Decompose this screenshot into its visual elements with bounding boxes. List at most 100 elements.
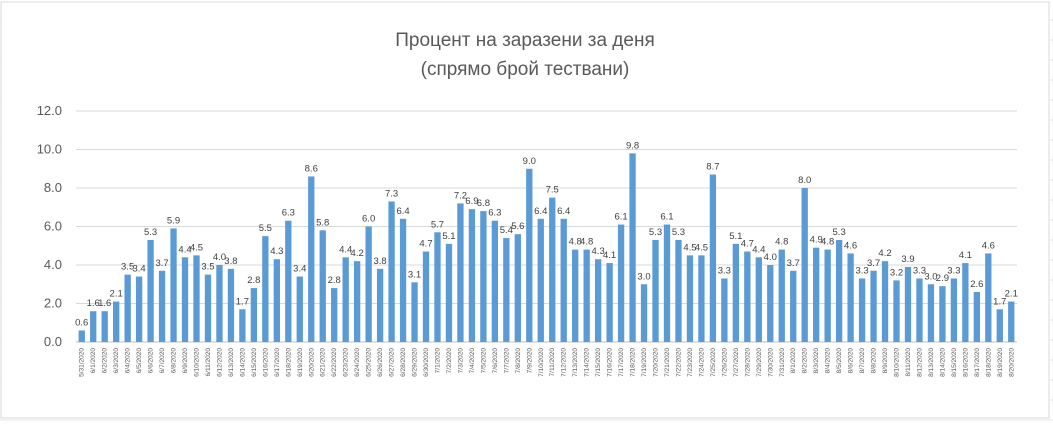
- bar[interactable]: [973, 291, 980, 342]
- x-tick-label: 7/11/2020: [549, 348, 556, 377]
- bar[interactable]: [90, 311, 97, 342]
- bar[interactable]: [755, 257, 762, 342]
- bar[interactable]: [698, 255, 705, 342]
- y-tick-label: 6.0: [44, 219, 62, 234]
- data-label: 4.5: [695, 242, 708, 253]
- bar[interactable]: [549, 197, 556, 342]
- bar[interactable]: [480, 211, 487, 342]
- bar[interactable]: [870, 270, 877, 342]
- bar[interactable]: [308, 176, 315, 342]
- bar[interactable]: [342, 257, 349, 342]
- bar[interactable]: [721, 278, 728, 342]
- bar[interactable]: [239, 309, 246, 342]
- bar[interactable]: [113, 301, 120, 342]
- bar[interactable]: [491, 220, 499, 342]
- x-tick-label: 6/22/2020: [331, 348, 338, 377]
- bar[interactable]: [606, 263, 613, 342]
- bar[interactable]: [744, 251, 751, 342]
- bar[interactable]: [813, 247, 820, 342]
- bar[interactable]: [296, 276, 303, 342]
- bar[interactable]: [135, 276, 143, 342]
- bar[interactable]: [193, 255, 200, 342]
- data-label: 6.8: [477, 198, 490, 209]
- bar[interactable]: [652, 239, 659, 342]
- bar[interactable]: [893, 280, 900, 342]
- bar[interactable]: [319, 230, 326, 342]
- bar[interactable]: [675, 239, 682, 342]
- bar[interactable]: [594, 259, 602, 342]
- bar[interactable]: [686, 255, 694, 342]
- bar[interactable]: [790, 270, 797, 342]
- data-label: 3.0: [637, 271, 650, 282]
- bar[interactable]: [273, 259, 280, 342]
- bar[interactable]: [285, 220, 292, 342]
- bar[interactable]: [847, 253, 854, 342]
- bar[interactable]: [801, 188, 808, 342]
- bar[interactable]: [1008, 301, 1015, 342]
- bar[interactable]: [950, 278, 958, 342]
- bar[interactable]: [503, 238, 510, 342]
- bar[interactable]: [939, 286, 946, 342]
- bar[interactable]: [388, 201, 395, 342]
- bar[interactable]: [996, 309, 1003, 342]
- bar[interactable]: [560, 218, 567, 342]
- bar[interactable]: [537, 218, 544, 342]
- bar[interactable]: [709, 174, 717, 342]
- bar[interactable]: [572, 249, 579, 342]
- x-tick-label: 7/29/2020: [756, 348, 763, 377]
- bar[interactable]: [411, 282, 418, 342]
- data-label: 4.2: [878, 248, 891, 259]
- data-label: 3.1: [408, 269, 421, 280]
- bar[interactable]: [663, 224, 671, 342]
- bar[interactable]: [158, 270, 166, 342]
- bar[interactable]: [170, 228, 177, 342]
- x-tick-label: 6/25/2020: [366, 348, 373, 377]
- bar[interactable]: [985, 253, 992, 342]
- bar[interactable]: [732, 243, 740, 342]
- bar[interactable]: [835, 239, 843, 342]
- bar[interactable]: [927, 284, 935, 342]
- data-label: 6.4: [534, 206, 547, 217]
- bar[interactable]: [767, 265, 774, 342]
- x-tick-label: 8/15/2020: [951, 348, 958, 377]
- bar[interactable]: [824, 249, 831, 342]
- bar[interactable]: [331, 288, 338, 342]
- bar[interactable]: [468, 209, 476, 342]
- bar[interactable]: [962, 263, 969, 342]
- bar[interactable]: [376, 268, 384, 342]
- bar[interactable]: [858, 278, 866, 342]
- bar[interactable]: [262, 236, 269, 342]
- bar[interactable]: [617, 224, 625, 342]
- bar[interactable]: [78, 330, 85, 342]
- bar[interactable]: [399, 218, 407, 342]
- bar[interactable]: [457, 203, 464, 342]
- bar[interactable]: [124, 274, 131, 342]
- bar[interactable]: [227, 268, 235, 342]
- bar[interactable]: [101, 311, 108, 342]
- bar[interactable]: [353, 261, 361, 342]
- bar[interactable]: [514, 234, 521, 342]
- data-label: 3.3: [855, 265, 868, 276]
- bar[interactable]: [204, 274, 212, 342]
- bar[interactable]: [778, 249, 785, 342]
- bar[interactable]: [216, 265, 223, 342]
- bar[interactable]: [147, 239, 154, 342]
- bar[interactable]: [583, 249, 590, 342]
- data-label: 6.3: [282, 208, 295, 219]
- bar[interactable]: [881, 261, 889, 342]
- x-tick-label: 6/14/2020: [239, 348, 246, 377]
- bar[interactable]: [365, 226, 372, 343]
- bar[interactable]: [904, 266, 912, 342]
- bar[interactable]: [445, 243, 453, 342]
- bar[interactable]: [629, 153, 636, 342]
- bar[interactable]: [434, 232, 441, 342]
- bar[interactable]: [250, 288, 258, 342]
- bar[interactable]: [422, 251, 430, 342]
- x-tick-label: 5/31/2020: [79, 348, 86, 377]
- bar[interactable]: [181, 257, 189, 342]
- bar[interactable]: [916, 278, 923, 342]
- bar[interactable]: [640, 284, 648, 342]
- bar[interactable]: [526, 168, 533, 342]
